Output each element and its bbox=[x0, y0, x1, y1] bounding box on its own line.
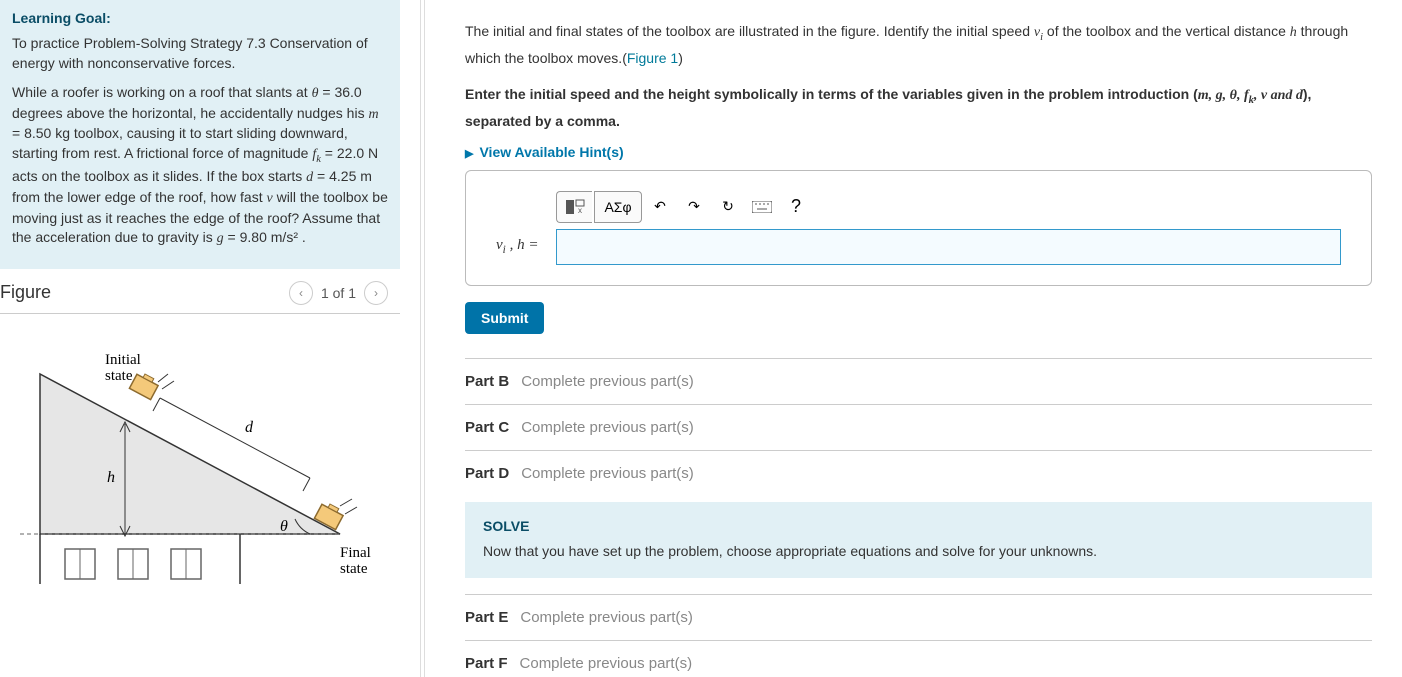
solve-heading: SOLVE bbox=[483, 518, 1354, 534]
keyboard-button[interactable] bbox=[746, 191, 778, 223]
part-status: Complete previous part(s) bbox=[521, 419, 694, 436]
figure-counter: 1 of 1 bbox=[321, 285, 356, 301]
learning-goal-box: Learning Goal: To practice Problem-Solvi… bbox=[0, 0, 400, 269]
figure-title: Figure bbox=[0, 282, 51, 303]
part-row[interactable]: Part B Complete previous part(s) bbox=[465, 358, 1372, 404]
answer-label: vi , h = bbox=[496, 237, 556, 256]
svg-text:x: x bbox=[578, 206, 582, 215]
view-hints-toggle[interactable]: View Available Hint(s) bbox=[465, 144, 1372, 160]
part-status: Complete previous part(s) bbox=[520, 655, 693, 672]
answer-input[interactable] bbox=[556, 229, 1341, 265]
undo-button[interactable]: ↶ bbox=[644, 191, 676, 223]
part-row[interactable]: Part C Complete previous part(s) bbox=[465, 404, 1372, 450]
templates-button[interactable]: x bbox=[556, 191, 592, 223]
svg-text:state: state bbox=[340, 561, 368, 577]
part-status: Complete previous part(s) bbox=[521, 465, 694, 482]
learning-goal-problem: While a roofer is working on a roof that… bbox=[12, 83, 388, 249]
svg-text:state: state bbox=[105, 368, 133, 384]
svg-text:Initial: Initial bbox=[105, 352, 141, 368]
learning-goal-intro: To practice Problem-Solving Strategy 7.3… bbox=[12, 34, 388, 73]
figure-prev-button[interactable]: ‹ bbox=[289, 281, 313, 305]
part-label: Part C bbox=[465, 419, 509, 436]
help-button[interactable]: ? bbox=[780, 191, 812, 223]
solve-box: SOLVE Now that you have set up the probl… bbox=[465, 502, 1372, 578]
panel-divider[interactable] bbox=[420, 0, 425, 677]
part-row[interactable]: Part D Complete previous part(s) bbox=[465, 450, 1372, 496]
part-label: Part D bbox=[465, 465, 509, 482]
part-status: Complete previous part(s) bbox=[521, 373, 694, 390]
symbols-button[interactable]: ΑΣφ bbox=[594, 191, 642, 223]
question-instruction: Enter the initial speed and the height s… bbox=[465, 83, 1372, 132]
part-label: Part E bbox=[465, 609, 508, 626]
svg-text:h: h bbox=[107, 469, 115, 486]
part-row[interactable]: Part F Complete previous part(s) bbox=[465, 640, 1372, 677]
figure-diagram: d h θ bbox=[10, 334, 390, 584]
reset-button[interactable]: ↻ bbox=[712, 191, 744, 223]
submit-button[interactable]: Submit bbox=[465, 302, 544, 334]
part-status: Complete previous part(s) bbox=[520, 609, 693, 626]
part-row[interactable]: Part E Complete previous part(s) bbox=[465, 594, 1372, 640]
svg-text:Final: Final bbox=[340, 545, 371, 561]
question-prompt: The initial and final states of the tool… bbox=[465, 20, 1372, 69]
svg-text:d: d bbox=[245, 419, 254, 436]
solve-text: Now that you have set up the problem, ch… bbox=[483, 542, 1354, 562]
learning-goal-heading: Learning Goal: bbox=[12, 10, 388, 26]
svg-text:θ: θ bbox=[280, 518, 288, 535]
part-label: Part F bbox=[465, 655, 508, 672]
redo-button[interactable]: ↷ bbox=[678, 191, 710, 223]
answer-box: x ΑΣφ ↶ ↷ ↻ ? vi , h = bbox=[465, 170, 1372, 286]
part-label: Part B bbox=[465, 373, 509, 390]
figure-next-button[interactable]: › bbox=[364, 281, 388, 305]
